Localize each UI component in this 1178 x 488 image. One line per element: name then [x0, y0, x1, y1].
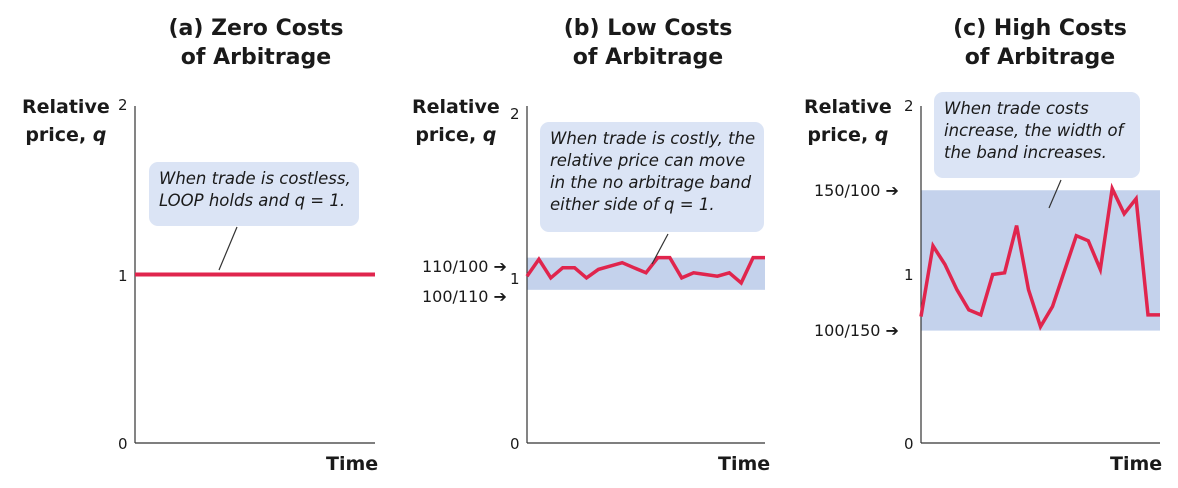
panel-b-lower-band-value: 100/110	[422, 287, 489, 306]
panel-b-x-axis-label: Time	[718, 453, 771, 475]
panel-b-annotation-line-1: When trade is costly, the	[550, 129, 756, 148]
panel-b-annotation-line-2: relative price can move	[550, 151, 746, 170]
panel-c-ytick-0: 0	[904, 435, 914, 453]
panel-b-y-axis-label-line-2: price,	[415, 124, 483, 146]
panel-c-y-axis-label-line-2: price,	[807, 124, 875, 146]
panel-b-title-line-1: (b) Low Costs	[563, 16, 733, 41]
panel-c-title-line-1: (c) High Costs	[953, 16, 1127, 41]
panel-c-y-axis-var: q	[874, 124, 889, 146]
panel-a-title: (a) Zero Costs of Arbitrage	[136, 14, 376, 72]
panel-a-annotation-line-2: LOOP holds and q = 1.	[159, 191, 346, 210]
panel-a-y-axis-label-line-2: price,	[25, 124, 93, 146]
panel-b-lower-band-label: 100/110 ➔	[422, 287, 507, 306]
panel-a-ytick-1: 1	[118, 267, 128, 285]
panel-b-ytick-1: 1	[510, 270, 520, 288]
panel-b-upper-band-label: 110/100 ➔	[422, 257, 507, 276]
panel-c-no-arbitrage-band	[921, 190, 1160, 331]
panel-b-annotation-pointer	[651, 233, 669, 265]
panel-b-annotation: When trade is costly, the relative price…	[540, 122, 764, 232]
panel-a: (a) Zero Costs of Arbitrage Relative pri…	[0, 0, 392, 488]
panel-b-y-axis-var: q	[482, 124, 497, 146]
panel-b-annotation-line-3: in the no arbitrage band	[550, 173, 752, 192]
panel-c-title: (c) High Costs of Arbitrage	[920, 14, 1160, 72]
panel-b-ytick-2: 2	[510, 105, 520, 123]
panel-c-x-axis-label: Time	[1110, 453, 1163, 475]
panel-a-annotation: When trade is costless, LOOP holds and q…	[149, 162, 359, 226]
panel-a-ytick-2: 2	[118, 96, 128, 114]
panel-c-y-axis-label: Relative price, q	[804, 93, 892, 149]
panel-a-annotation-line-1: When trade is costless,	[159, 169, 351, 188]
panel-a-y-axis-var: q	[92, 124, 107, 146]
panel-b: (b) Low Costs of Arbitrage Relative pric…	[392, 0, 784, 488]
panel-b-title-line-2: of Arbitrage	[572, 45, 724, 70]
panel-a-annotation-pointer	[218, 226, 238, 271]
panel-c-title-line-2: of Arbitrage	[964, 45, 1116, 70]
panel-b-annotation-line-4: either side of q = 1.	[550, 195, 715, 214]
panel-b-ytick-0: 0	[510, 435, 520, 453]
panel-c-annotation-pointer	[1048, 179, 1062, 209]
panel-c-ytick-2: 2	[904, 97, 914, 115]
panel-b-upper-band-value: 110/100	[422, 257, 489, 276]
panel-a-ytick-0: 0	[118, 435, 128, 453]
panel-c-upper-band-value: 150/100	[814, 181, 881, 200]
panel-a-y-axis-label: Relative price, q	[22, 93, 110, 149]
panel-c: (c) High Costs of Arbitrage Relative pri…	[784, 0, 1178, 488]
panel-a-x-axis-label: Time	[326, 453, 379, 475]
panel-c-annotation: When trade costs increase, the width of …	[934, 92, 1140, 178]
panel-a-title-line-2: of Arbitrage	[180, 45, 332, 70]
panel-c-annotation-line-3: the band increases.	[944, 143, 1107, 162]
panel-c-upper-band-label: 150/100 ➔	[814, 181, 899, 200]
panel-b-title: (b) Low Costs of Arbitrage	[528, 14, 768, 72]
panel-b-y-axis-label: Relative price, q	[412, 93, 500, 149]
panel-c-lower-band-label: 100/150 ➔	[814, 321, 899, 340]
panel-c-ytick-1: 1	[904, 266, 914, 284]
panel-b-relative-price-line	[525, 255, 765, 286]
panel-c-relative-price-line	[919, 182, 1160, 331]
panel-a-title-line-1: (a) Zero Costs	[168, 16, 344, 41]
panel-a-y-axis-label-line-1: Relative	[22, 96, 110, 118]
panel-c-y-axis-label-line-1: Relative	[804, 96, 892, 118]
panel-b-y-axis-label-line-1: Relative	[412, 96, 500, 118]
panel-c-lower-band-value: 100/150	[814, 321, 881, 340]
panel-c-annotation-line-1: When trade costs	[944, 99, 1089, 118]
panel-c-annotation-line-2: increase, the width of	[944, 121, 1124, 140]
